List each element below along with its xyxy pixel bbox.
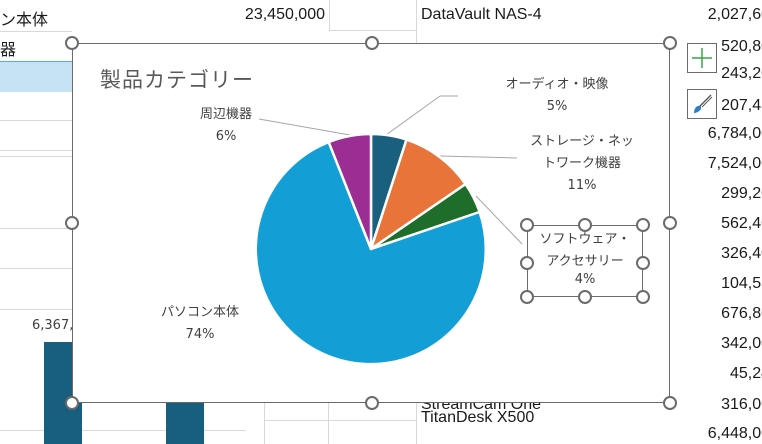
label-handle-bottom-left[interactable] <box>520 290 534 304</box>
resize-handle-bottom[interactable] <box>365 396 379 410</box>
resize-handle-bottom-left[interactable] <box>65 396 79 410</box>
grid-line <box>329 30 417 31</box>
label-handle-right[interactable] <box>636 256 650 270</box>
resize-handle-top-right[interactable] <box>663 36 677 50</box>
data-label-audio[interactable]: オーディオ・映像 5% <box>492 74 622 118</box>
grid-line <box>0 156 72 157</box>
cell-category-value[interactable]: 23,450,000 <box>244 6 325 23</box>
label-percent: 4% <box>574 272 596 287</box>
data-label-peripheral[interactable]: 周辺機器 6% <box>186 104 266 148</box>
cell-product-value[interactable]: 2,027,60 <box>707 6 762 23</box>
label-percent: 5% <box>546 99 568 114</box>
cell-product-value[interactable]: 520,80 <box>721 38 762 55</box>
cell-product-value[interactable]: 299,20 <box>721 185 762 202</box>
grid-line <box>329 0 330 31</box>
label-handle-left[interactable] <box>520 256 534 270</box>
cell-product-value[interactable]: 326,40 <box>721 245 762 262</box>
cell-category-label[interactable]: ン本体 <box>0 12 49 29</box>
cell-category-label[interactable]: 器 <box>0 42 17 59</box>
label-text: 周辺機器 <box>199 107 252 122</box>
resize-handle-top-left[interactable] <box>65 36 79 50</box>
grid-line <box>0 228 72 229</box>
resize-handle-right[interactable] <box>663 216 677 230</box>
label-handle-top-left[interactable] <box>520 218 534 232</box>
bar-series-item[interactable] <box>166 403 204 444</box>
cell-product-value[interactable]: 207,43 <box>721 97 762 114</box>
cell-product-value[interactable]: 243,20 <box>721 65 762 82</box>
data-label-storage[interactable]: ストレージ・ネッ トワーク機器 11% <box>517 131 647 197</box>
cell-product-value[interactable]: 6,448,00 <box>707 425 762 442</box>
leader-line <box>475 195 523 245</box>
cell-product-name[interactable]: TitanDesk X500 <box>421 409 535 426</box>
label-text: ストレージ・ネッ <box>530 134 634 149</box>
grid-line <box>0 268 72 269</box>
label-text: ソフトウェア・ <box>539 232 631 247</box>
label-text: オーディオ・映像 <box>505 77 609 92</box>
data-label-software[interactable]: ソフトウェア・ アクセサリー 4% <box>527 229 643 287</box>
chart-elements-button[interactable] <box>687 43 717 73</box>
label-text: アクセサリー <box>546 254 624 269</box>
grid-line <box>0 120 72 121</box>
cell-product-value[interactable]: 7,524,00 <box>707 155 762 172</box>
leader-line <box>439 155 518 159</box>
resize-handle-top[interactable] <box>365 36 379 50</box>
label-handle-top[interactable] <box>578 218 592 232</box>
label-handle-top-right[interactable] <box>636 218 650 232</box>
pie-slice-pc[interactable] <box>254 140 487 366</box>
cell-product-value[interactable]: 676,80 <box>721 305 762 322</box>
grid-line <box>0 309 72 310</box>
cell-product-value[interactable]: 562,40 <box>721 215 762 232</box>
label-percent: 74% <box>185 327 215 342</box>
grid-line <box>328 403 329 444</box>
grid-line <box>0 430 246 431</box>
label-text: トワーク機器 <box>542 156 621 171</box>
chart-styles-button[interactable] <box>687 89 717 119</box>
pie-slice-peripheral[interactable] <box>327 132 373 251</box>
grid-line <box>264 420 416 421</box>
data-label-pc[interactable]: パソコン本体 74% <box>140 302 260 346</box>
leader-line <box>385 95 441 136</box>
leader-line <box>258 118 351 136</box>
grid-line <box>264 403 265 444</box>
grid-line <box>0 150 72 151</box>
label-handle-bottom[interactable] <box>578 290 592 304</box>
cell-product-value[interactable]: 45,24 <box>729 365 762 382</box>
cell-product-value[interactable]: 316,00 <box>721 396 762 413</box>
label-percent: 11% <box>567 178 597 193</box>
label-text: パソコン本体 <box>160 305 239 320</box>
chart-title[interactable]: 製品カテゴリー <box>100 68 254 92</box>
grid-line <box>0 31 72 32</box>
plus-icon <box>692 48 712 68</box>
pie-slice-storage[interactable] <box>369 138 467 251</box>
cell-product-value[interactable]: 104,53 <box>721 275 762 292</box>
bar-data-label: 6,367, <box>32 318 74 333</box>
label-percent: 6% <box>215 129 237 144</box>
cell-product-name[interactable]: DataVault NAS-4 <box>421 6 542 23</box>
paintbrush-icon <box>694 94 713 113</box>
cell-product-value[interactable]: 6,784,00 <box>707 125 762 142</box>
resize-handle-left[interactable] <box>65 216 79 230</box>
selected-cell-row[interactable] <box>0 61 72 92</box>
resize-handle-bottom-right[interactable] <box>663 396 677 410</box>
label-handle-bottom-right[interactable] <box>636 290 650 304</box>
cell-product-value[interactable]: 342,00 <box>721 335 762 352</box>
